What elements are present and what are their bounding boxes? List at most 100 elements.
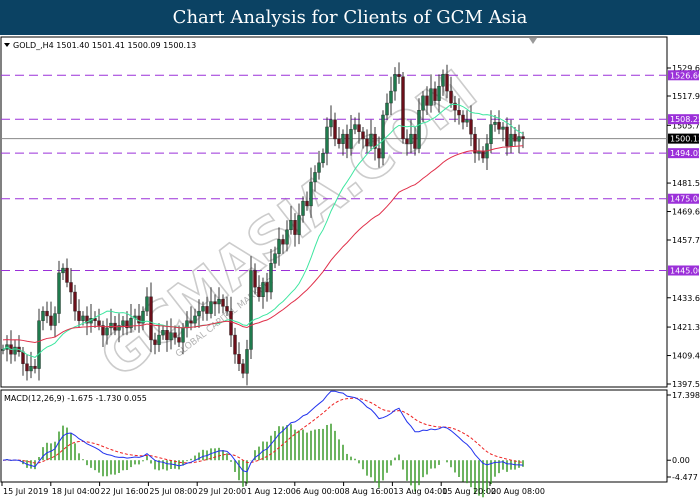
chart-shift-marker[interactable] [529,38,537,44]
bullish-candle [277,239,281,254]
y-tick-label: 1469.65 [672,208,700,217]
bullish-candle [117,325,121,331]
level-price-label: 1508.25 [670,115,700,124]
bullish-candle [441,74,445,87]
bearish-candle [165,330,169,341]
bullish-candle [465,119,469,123]
bearish-candle [73,291,77,312]
bullish-candle [273,253,277,264]
bearish-candle [457,110,461,116]
bullish-candle [325,126,329,154]
level-price-label: 1494.05 [670,149,700,158]
bearish-candle [45,310,49,317]
bearish-candle [25,363,29,372]
bullish-candle [197,310,201,317]
y-tick-label: 1421.35 [672,323,700,332]
x-tick-label: 15 Aug 20:00 [442,487,496,496]
macd-signal-line [2,397,524,464]
bullish-candle [141,310,145,324]
y-tick-label: 1397.55 [672,380,700,389]
bearish-candle [101,325,105,336]
bullish-candle [493,121,497,125]
macd-panel [0,389,668,483]
bullish-candle [81,315,85,321]
level-price-tag [668,148,699,159]
bearish-candle [521,136,525,139]
bullish-candle [329,119,333,128]
bearish-candle [213,301,217,305]
x-tick-label: 25 Jul 08:00 [149,487,197,496]
bullish-candle [509,133,513,147]
bearish-candle [69,282,73,293]
x-tick-label: 6 Aug 00:00 [296,487,345,496]
bearish-candle [445,74,449,92]
bullish-candle [161,330,165,336]
bullish-candle [53,313,57,326]
bullish-candle [29,365,33,372]
level-price-tag [668,193,699,204]
bullish-candle [145,296,149,312]
x-tick-label: 29 Jul 20:00 [198,487,246,496]
bearish-candle [265,282,269,293]
bullish-candle [517,136,521,142]
bullish-candle [297,215,301,235]
bullish-candle [181,327,185,343]
bullish-candle [217,298,221,305]
bullish-candle [289,220,293,231]
bearish-candle [137,315,141,324]
bearish-candle [49,315,53,326]
bearish-candle [77,310,81,321]
x-tick-label: 8 Aug 16:00 [345,487,394,496]
bearish-candle [373,133,377,149]
page-title: Chart Analysis for Clients of GCM Asia [0,0,700,35]
bullish-candle [61,267,65,274]
macd-label: MACD(12,26,9) -1.675 -1.730 0.055 [4,394,147,403]
bearish-candle [21,351,25,364]
bearish-candle [229,310,233,336]
bullish-candle [41,310,45,321]
bearish-candle [85,315,89,324]
collapse-arrow-icon[interactable] [4,43,10,47]
bullish-candle [249,270,253,350]
bullish-candle [381,114,385,159]
bearish-candle [357,124,361,132]
bullish-candle [429,88,433,106]
bearish-candle [125,320,129,329]
bearish-candle [221,298,225,307]
current-price-tag [668,133,699,144]
bullish-candle [201,306,205,312]
bullish-candle [385,102,389,116]
bearish-candle [225,306,229,312]
bullish-candle [285,229,289,245]
bullish-candle [437,86,441,101]
bullish-candle [269,263,273,293]
bullish-candle [1,349,5,351]
bearish-candle [257,287,261,298]
bullish-candle [193,315,197,324]
bullish-candle [261,282,265,298]
bullish-candle [13,346,17,355]
bullish-candle [417,110,421,149]
bearish-candle [241,363,245,374]
bearish-candle [365,138,369,147]
bearish-candle [461,114,465,123]
bearish-candle [293,220,297,235]
bearish-candle [413,133,417,149]
level-price-tag [668,265,699,276]
slow-moving-average-line [2,145,524,344]
bullish-candle [313,172,317,183]
x-tick-label: 13 Aug 04:00 [393,487,447,496]
bearish-candle [453,102,457,111]
y-tick-label: 1505.70 [672,121,700,130]
bearish-candle [93,318,97,321]
bearish-candle [425,95,429,106]
y-tick-label: 1517.95 [672,92,700,101]
bullish-candle [501,126,505,130]
bullish-candle [421,95,425,111]
bearish-candle [497,121,501,130]
bearish-candle [177,337,181,343]
x-tick-label: 20 Aug 08:00 [491,487,545,496]
y-tick-label: 1457.75 [672,236,700,245]
bullish-candle [317,162,321,173]
